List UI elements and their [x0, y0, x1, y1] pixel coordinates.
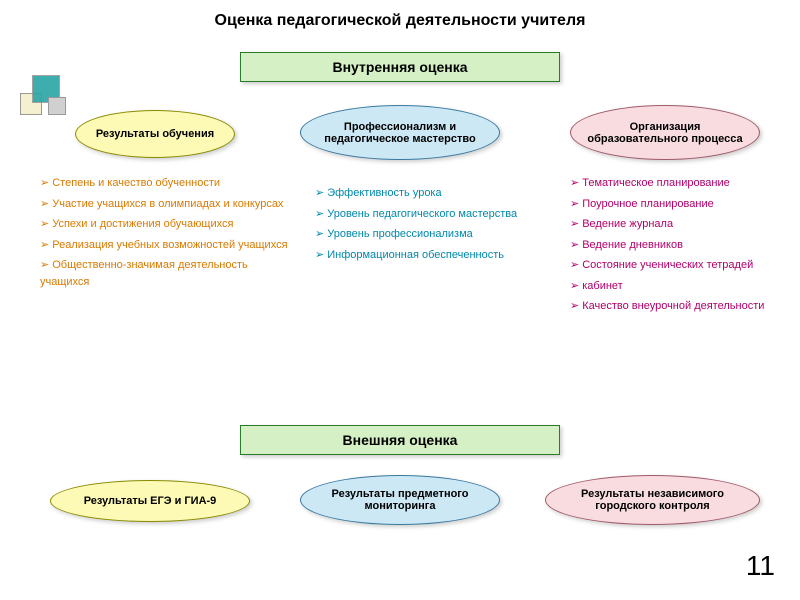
ellipse-results: Результаты обучения	[75, 110, 235, 158]
page-title: Оценка педагогической деятельности учите…	[0, 0, 800, 30]
bullet-text: Ведение журнала	[582, 218, 673, 230]
bullet-text: Поурочное планирование	[582, 198, 714, 210]
bullet-text: Реализация учебных возможностей учащихся	[52, 239, 287, 251]
bullet-arrow-icon: ➢	[570, 177, 579, 189]
page-number: 11	[746, 550, 775, 582]
bullet-arrow-icon: ➢	[40, 218, 49, 230]
bullet-arrow-icon: ➢	[40, 177, 49, 189]
ellipse-ege: Результаты ЕГЭ и ГИА-9	[50, 480, 250, 522]
bullet-item: ➢Качество внеурочной деятельности	[570, 298, 780, 315]
decorative-squares	[20, 75, 70, 125]
bullets-results: ➢Степень и качество обученности➢Участие …	[40, 175, 290, 294]
external-assessment-header: Внешняя оценка	[240, 425, 560, 455]
bullet-text: Успехи и достижения обучающихся	[52, 218, 233, 230]
ellipse-organization: Организация образовательного процесса	[570, 105, 760, 160]
bullet-item: ➢Информационная обеспеченность	[315, 247, 525, 264]
bullet-item: ➢Уровень педагогического мастерства	[315, 206, 525, 223]
bullet-arrow-icon: ➢	[570, 280, 579, 292]
bullet-arrow-icon: ➢	[570, 239, 579, 251]
ellipse-professionalism: Профессионализм и педагогическое мастерс…	[300, 105, 500, 160]
bullet-item: ➢Реализация учебных возможностей учащихс…	[40, 237, 290, 254]
bullet-text: Участие учащихся в олимпиадах и конкурса…	[52, 198, 283, 210]
bullet-arrow-icon: ➢	[570, 300, 579, 312]
bullet-item: ➢Состояние ученических тетрадей	[570, 257, 780, 274]
internal-assessment-header: Внутренняя оценка	[240, 52, 560, 82]
bullet-text: Общественно-значимая деятельность учащих…	[40, 259, 248, 288]
bullet-arrow-icon: ➢	[40, 239, 49, 251]
bullet-item: ➢Общественно-значимая деятельность учащи…	[40, 257, 290, 290]
bullet-item: ➢Эффективность урока	[315, 185, 525, 202]
bullet-text: Тематическое планирование	[582, 177, 730, 189]
bullets-professionalism: ➢Эффективность урока➢Уровень педагогичес…	[315, 185, 525, 267]
ellipse-monitoring: Результаты предметного мониторинга	[300, 475, 500, 525]
bullet-item: ➢Степень и качество обученности	[40, 175, 290, 192]
bullet-arrow-icon: ➢	[40, 259, 49, 271]
bullet-item: ➢кабинет	[570, 278, 780, 295]
bullet-item: ➢Ведение дневников	[570, 237, 780, 254]
bullet-arrow-icon: ➢	[315, 187, 324, 199]
ellipse-city-control: Результаты независимого городского контр…	[545, 475, 760, 525]
bullet-text: кабинет	[582, 280, 622, 292]
bullet-text: Информационная обеспеченность	[327, 249, 504, 261]
bullet-text: Качество внеурочной деятельности	[582, 300, 764, 312]
bullet-text: Состояние ученических тетрадей	[582, 259, 753, 271]
bullet-item: ➢Уровень профессионализма	[315, 226, 525, 243]
bullets-organization: ➢Тематическое планирование➢Поурочное пла…	[570, 175, 780, 319]
bullet-arrow-icon: ➢	[570, 198, 579, 210]
bullet-item: ➢Участие учащихся в олимпиадах и конкурс…	[40, 196, 290, 213]
bullet-item: ➢Тематическое планирование	[570, 175, 780, 192]
bullet-text: Уровень профессионализма	[327, 228, 473, 240]
bullet-item: ➢Поурочное планирование	[570, 196, 780, 213]
bullet-arrow-icon: ➢	[315, 249, 324, 261]
bullet-arrow-icon: ➢	[40, 198, 49, 210]
bullet-arrow-icon: ➢	[315, 228, 324, 240]
bullet-text: Степень и качество обученности	[52, 177, 220, 189]
bullet-text: Ведение дневников	[582, 239, 683, 251]
bullet-text: Эффективность урока	[327, 187, 441, 199]
bullet-arrow-icon: ➢	[570, 218, 579, 230]
bullet-text: Уровень педагогического мастерства	[327, 208, 517, 220]
bullet-item: ➢Успехи и достижения обучающихся	[40, 216, 290, 233]
bullet-item: ➢Ведение журнала	[570, 216, 780, 233]
bullet-arrow-icon: ➢	[570, 259, 579, 271]
bullet-arrow-icon: ➢	[315, 208, 324, 220]
